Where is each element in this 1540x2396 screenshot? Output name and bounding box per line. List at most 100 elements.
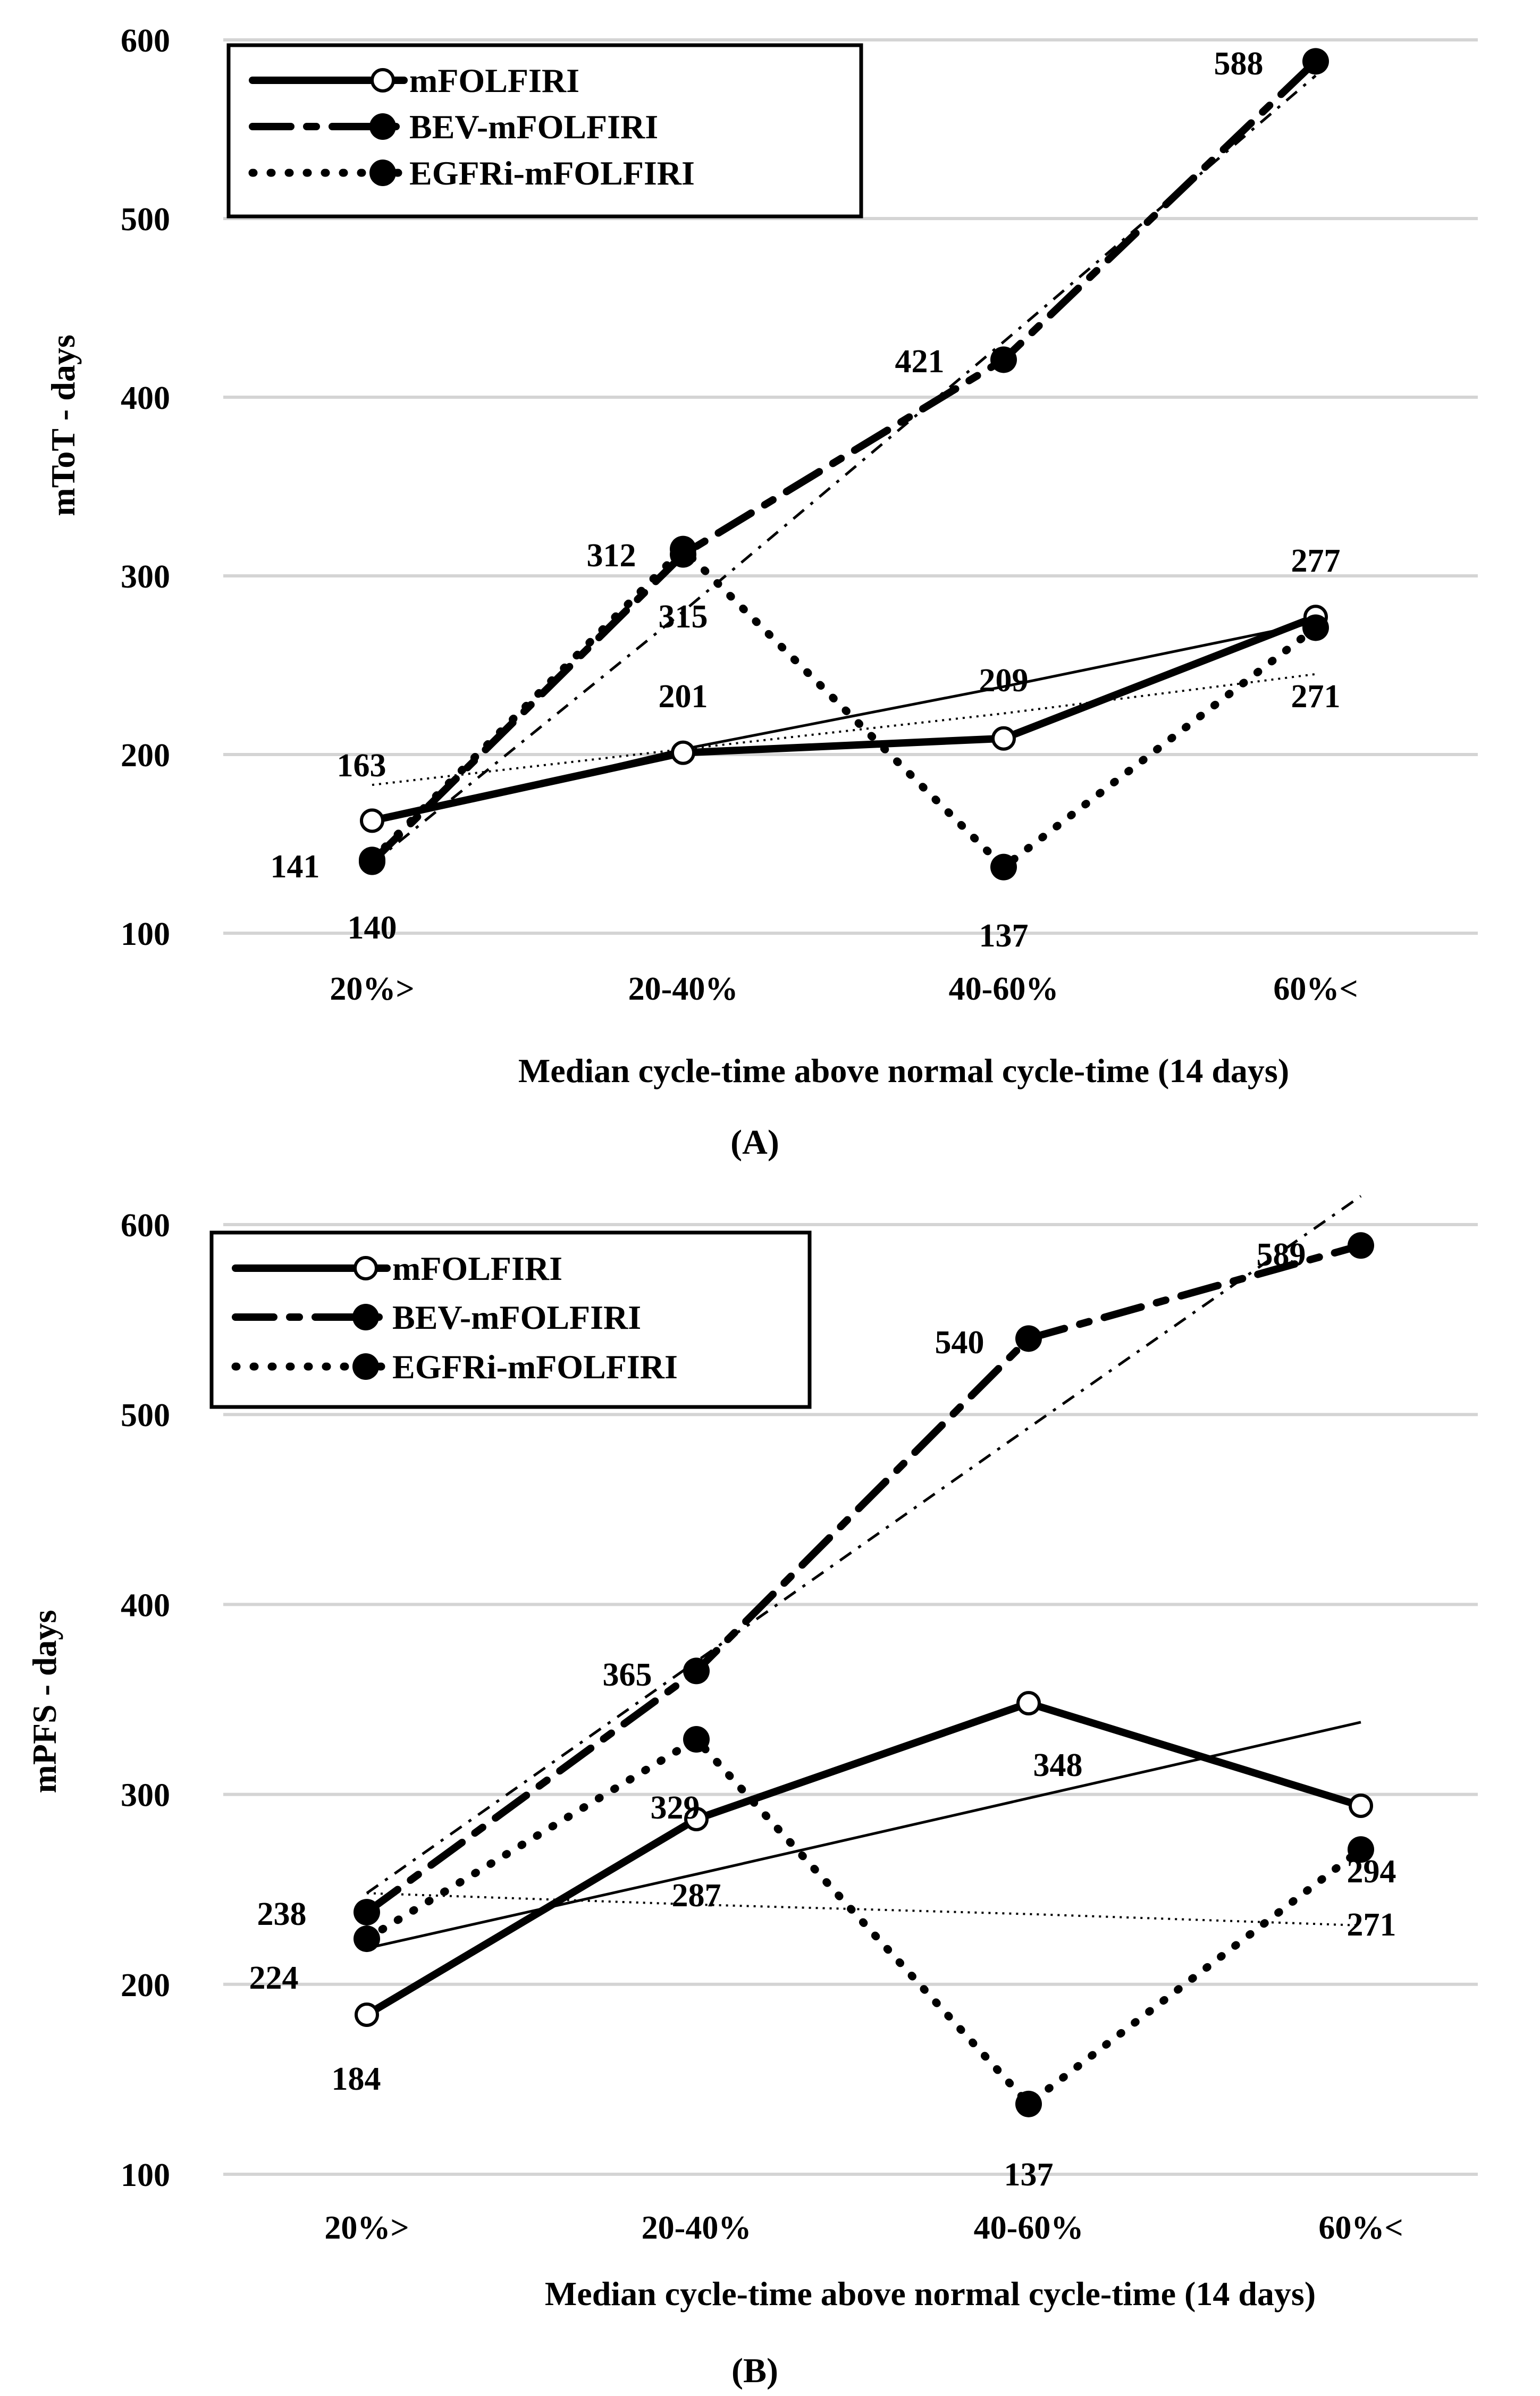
data-label-bev-mfolfiri: 365 (603, 1657, 652, 1693)
marker-egfri-mfolfiri (1302, 614, 1329, 641)
data-label-mfolfiri: 201 (659, 678, 708, 715)
series-line-mfolfiri (368, 613, 1319, 825)
panel-label: (B) (731, 2351, 778, 2390)
series-line-egfri-mfolfiri (368, 545, 1320, 872)
marker-egfri-mfolfiri (990, 853, 1017, 881)
y-tick-label: 100 (121, 2157, 170, 2193)
series-line-mfolfiri (363, 1699, 1365, 2018)
data-label-egfri-mfolfiri: 271 (1291, 678, 1341, 715)
data-label-bev-mfolfiri: 140 (348, 910, 397, 946)
legend-label-egfri-mfolfiri: EGFRi-mFOLFIRI (392, 1348, 678, 1386)
y-tick-label: 200 (121, 738, 170, 774)
legend-box (209, 1230, 812, 1409)
data-label-egfri-mfolfiri: 315 (659, 599, 708, 635)
panel-label-paren: ) (767, 2351, 778, 2390)
legend-marker-mfolfiri (371, 68, 395, 93)
marker-mfolfiri (671, 740, 695, 765)
marker-bev-mfolfiri (990, 346, 1017, 373)
y-axis-title: mPFS - days (26, 1610, 63, 1794)
marker-mfolfiri (1016, 1691, 1041, 1716)
marker-bev-mfolfiri (683, 1657, 710, 1685)
data-label-mfolfiri: 348 (1033, 1747, 1083, 1783)
data-label-egfri-mfolfiri: 137 (979, 918, 1029, 954)
legend-label-mfolfiri: mFOLFIRI (409, 62, 579, 99)
legend-label-egfri-mfolfiri: EGFRi-mFOLFIRI (409, 154, 695, 192)
data-label-bev-mfolfiri: 421 (895, 344, 945, 380)
legend-marker-bev-mfolfiri (352, 1304, 379, 1330)
y-tick-label: 400 (121, 380, 170, 416)
marker-bev-mfolfiri (1302, 48, 1329, 75)
panel-b-chart: 100 200 300 400 500 600 20%> 20-40% 40-60% 60%<Me… (26, 1195, 1478, 2390)
panel-a-chart: 100 200 300 400 500 600 20%> 20-40% 40-60% 60%< Me… (44, 23, 1478, 1162)
y-tick-label: 200 (121, 1967, 170, 2004)
data-label-mfolfiri: 277 (1291, 543, 1341, 579)
legend-marker-mfolfiri (354, 1256, 378, 1280)
x-category-label: 60%< (1318, 2210, 1403, 2246)
legend-label-bev-mfolfiri: BEV-mFOLFIRI (409, 108, 658, 146)
trendline-egfri-mfolfiri (372, 673, 1316, 786)
marker-mfolfiri (355, 2002, 379, 2027)
trendline-mfolfiri (366, 1721, 1361, 1950)
legend-box (226, 43, 863, 219)
x-category-label: 60%< (1273, 971, 1358, 1007)
x-category-label: 40-60% (974, 2210, 1084, 2246)
data-label-egfri-mfolfiri: 329 (651, 1790, 700, 1826)
data-label-mfolfiri: 287 (672, 1878, 721, 1914)
marker-bev-mfolfiri (1015, 1325, 1042, 1352)
panel-label: (A) (730, 1123, 779, 1162)
marker-mfolfiri (1349, 1794, 1373, 1819)
y-tick-label: 600 (121, 23, 170, 59)
x-axis-title: Median cycle-time above normal cycle-tim… (545, 2275, 1316, 2313)
data-label-bev-mfolfiri: 312 (587, 538, 636, 574)
trendline-bev-mfolfiri (371, 74, 1317, 865)
y-tick-label: 600 (121, 1208, 170, 1244)
x-category-label: 20%> (324, 2210, 409, 2246)
data-label-bev-mfolfiri: 238 (257, 1896, 307, 1932)
y-tick-label: 500 (121, 202, 170, 238)
marker-egfri-mfolfiri (354, 1925, 380, 1953)
legend-marker-egfri-mfolfiri (352, 1353, 379, 1380)
marker-egfri-mfolfiri (1348, 1836, 1374, 1863)
trendline-bev-mfolfiri (366, 1195, 1362, 1895)
marker-egfri-mfolfiri (1015, 2090, 1042, 2117)
y-tick-label: 100 (121, 916, 170, 952)
x-axis-title: Median cycle-time above normal cycle-tim… (518, 1052, 1289, 1090)
y-tick-label: 500 (121, 1397, 170, 1434)
data-label-egfri-mfolfiri: 137 (1004, 2157, 1054, 2193)
data-label-egfri-mfolfiri: 271 (1347, 1907, 1396, 1943)
y-tick-label: 300 (121, 559, 170, 595)
data-label-egfri-mfolfiri: 224 (249, 1960, 299, 1996)
marker-mfolfiri (991, 726, 1016, 751)
panel-label-paren: ( (731, 2351, 743, 2390)
legend-marker-bev-mfolfiri (369, 113, 396, 140)
panel-label-letter: B (743, 2351, 767, 2390)
y-tick-label: 300 (121, 1778, 170, 1814)
marker-mfolfiri (684, 1807, 709, 1832)
marker-egfri-mfolfiri (359, 847, 385, 874)
x-category-label: 40-60% (949, 971, 1059, 1007)
data-label-mfolfiri: 184 (332, 2061, 381, 2097)
y-axis-title: mToT - days (44, 334, 82, 516)
series-line-egfri-mfolfiri (363, 1735, 1365, 2108)
data-label-egfri-mfolfiri: 141 (271, 849, 320, 885)
data-label-bev-mfolfiri: 540 (935, 1325, 984, 1361)
y-tick-label: 400 (121, 1587, 170, 1623)
legend-label-bev-mfolfiri: BEV-mFOLFIRI (392, 1298, 641, 1336)
data-label-bev-mfolfiri: 589 (1257, 1237, 1306, 1273)
panel-label-letter: A (742, 1123, 768, 1162)
x-category-label: 20-40% (628, 971, 738, 1007)
marker-bev-mfolfiri (1348, 1232, 1374, 1259)
marker-egfri-mfolfiri (683, 1726, 710, 1753)
marker-egfri-mfolfiri (670, 535, 696, 563)
x-category-label: 20-40% (642, 2210, 752, 2246)
data-label-mfolfiri: 294 (1347, 1854, 1396, 1890)
panel-label-paren: ) (768, 1123, 779, 1162)
legend-marker-egfri-mfolfiri (369, 160, 396, 186)
series-line-bev-mfolfiri (363, 1242, 1365, 1916)
marker-bev-mfolfiri (354, 1899, 380, 1926)
data-label-bev-mfolfiri: 588 (1214, 46, 1264, 82)
marker-mfolfiri (360, 808, 384, 833)
x-category-label: 20%> (330, 971, 414, 1007)
panel-label-paren: ( (730, 1123, 742, 1162)
